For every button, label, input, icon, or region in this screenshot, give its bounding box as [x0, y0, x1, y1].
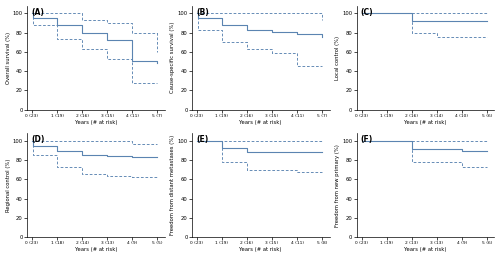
Y-axis label: Overall survival (%): Overall survival (%): [6, 31, 10, 84]
X-axis label: Years (# at risk): Years (# at risk): [240, 247, 282, 252]
Y-axis label: Local control (%): Local control (%): [335, 36, 340, 80]
Text: (E): (E): [196, 135, 208, 144]
Y-axis label: Freedom from distant metastases (%): Freedom from distant metastases (%): [170, 135, 175, 235]
Y-axis label: Freedom from new primary (%): Freedom from new primary (%): [335, 144, 340, 227]
Text: (F): (F): [360, 135, 373, 144]
X-axis label: Years (# at risk): Years (# at risk): [240, 120, 282, 125]
X-axis label: Years (# at risk): Years (# at risk): [404, 247, 447, 252]
Text: (B): (B): [196, 8, 208, 17]
Y-axis label: Regional control (%): Regional control (%): [6, 158, 10, 212]
X-axis label: Years (# at risk): Years (# at risk): [74, 120, 117, 125]
Y-axis label: Cause-specific survival (%): Cause-specific survival (%): [170, 22, 175, 93]
X-axis label: Years (# at risk): Years (# at risk): [404, 120, 447, 125]
X-axis label: Years (# at risk): Years (# at risk): [74, 247, 117, 252]
Text: (C): (C): [360, 8, 374, 17]
Text: (D): (D): [31, 135, 44, 144]
Text: (A): (A): [31, 8, 44, 17]
